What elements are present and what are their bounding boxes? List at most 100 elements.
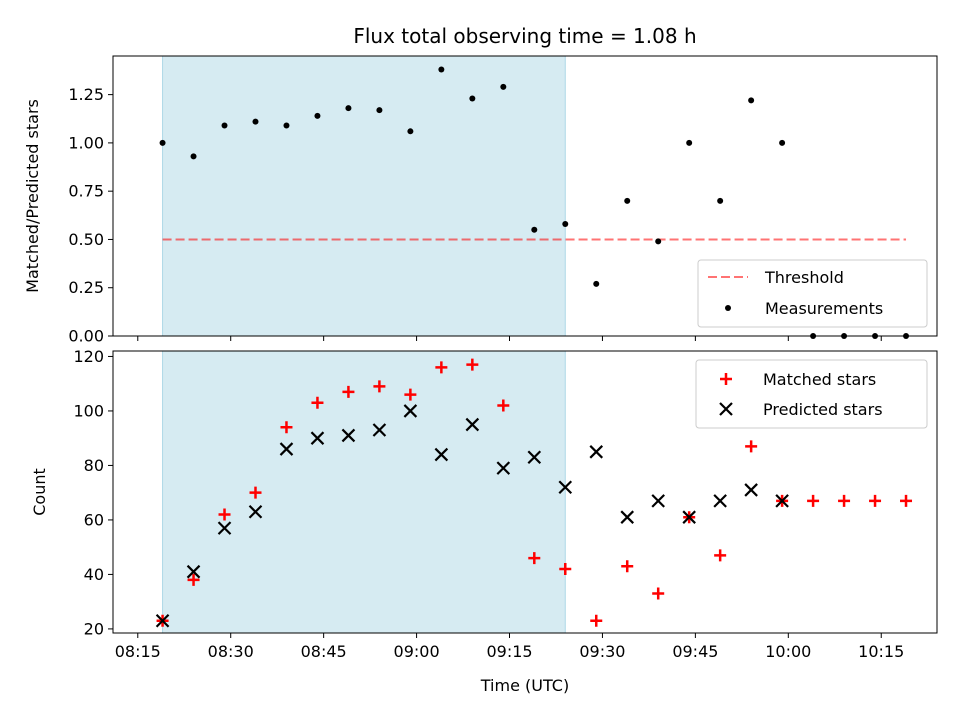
y-tick-label: 1.25: [68, 85, 104, 104]
measurement-point: [562, 221, 569, 227]
measurement-point: [190, 153, 197, 160]
measurement-point: [376, 107, 383, 114]
measurement-point: [779, 139, 786, 146]
matched-star-point: [435, 361, 448, 374]
predicted-star-point: [713, 494, 727, 508]
predicted-star-point: [527, 450, 542, 465]
y-tick-label: 20: [84, 619, 104, 638]
y-tick-label: 60: [84, 510, 104, 529]
legend-matched-swatch: [720, 373, 732, 385]
measurement-point: [159, 139, 166, 146]
bottom-y-axis-label: Count: [30, 468, 49, 516]
legend-measurements-label: Measurements: [765, 299, 883, 318]
measurement-point: [686, 139, 693, 146]
x-tick-label: 09:00: [394, 642, 440, 661]
measurement-point: [438, 66, 445, 73]
legend-threshold-label: Threshold: [764, 268, 844, 287]
legend-measurements-swatch: [725, 305, 731, 311]
predicted-star-point: [620, 510, 635, 524]
measurement-point: [407, 128, 414, 135]
predicted-star-point: [248, 504, 263, 519]
axes-frame: [112, 55, 938, 337]
x-tick-label: 09:15: [486, 642, 532, 661]
matched-star-point: [342, 385, 355, 398]
x-tick-label: 08:15: [115, 642, 161, 661]
legend-predicted-label: Predicted stars: [763, 400, 883, 419]
matched-star-point: [311, 396, 324, 409]
shaded-region: [162, 350, 566, 634]
y-tick-label: 0.25: [68, 278, 104, 297]
matched-star-point: [900, 494, 913, 507]
legend-predicted-swatch: [719, 402, 733, 416]
y-tick-label: 0.75: [68, 182, 104, 201]
y-tick-label: 100: [73, 401, 104, 420]
predicted-star-point: [589, 445, 604, 459]
matched-star-point: [249, 486, 262, 499]
measurement-point: [500, 83, 507, 90]
matched-star-point: [838, 494, 851, 507]
predicted-star-point: [186, 564, 201, 579]
predicted-star-point: [372, 423, 387, 437]
y-tick-label: 0.00: [68, 327, 104, 346]
matched-star-point: [497, 399, 510, 412]
matched-star-point: [869, 494, 882, 507]
measurement-point: [469, 95, 476, 102]
predicted-star-point: [310, 431, 325, 445]
chart-title: Flux total observing time = 1.08 h: [353, 24, 696, 48]
predicted-star-point: [341, 428, 356, 443]
measurement-point: [221, 122, 228, 129]
x-tick-label: 09:45: [672, 642, 718, 661]
x-tick-label: 08:45: [301, 642, 347, 661]
y-tick-label: 40: [84, 565, 104, 584]
measurement-point: [252, 118, 259, 125]
measurement-point: [717, 197, 724, 204]
x-tick-label: 10:15: [858, 642, 904, 661]
matched-star-point: [714, 549, 727, 562]
matched-star-point: [373, 380, 386, 393]
predicted-star-point: [775, 494, 789, 508]
predicted-star-point: [434, 447, 449, 462]
measurement-point: [314, 112, 321, 119]
predicted-star-point: [155, 613, 170, 628]
measurement-point: [345, 105, 352, 112]
matched-star-point: [590, 614, 603, 627]
x-tick-label: 09:30: [579, 642, 625, 661]
predicted-star-point: [465, 417, 480, 432]
measurement-point: [655, 238, 662, 245]
matched-star-point: [280, 421, 293, 434]
legend-box: [695, 359, 928, 429]
measurement-point: [593, 280, 600, 287]
y-tick-label: 0.50: [68, 230, 104, 249]
top-plot: 0.00 0.25 0.50 0.75 1.00 1.25 Threshold Measure…: [68, 55, 938, 346]
matched-star-point: [404, 388, 417, 401]
y-tick-label: 80: [84, 456, 104, 475]
legend-box: [697, 259, 928, 328]
matched-star-point: [621, 560, 634, 573]
predicted-star-point: [651, 494, 665, 508]
x-tick-label: 08:30: [208, 642, 254, 661]
shaded-region: [162, 55, 566, 337]
predicted-star-point: [279, 442, 294, 456]
matched-star-point: [528, 552, 541, 565]
predicted-star-point: [403, 404, 418, 418]
predicted-star-point: [744, 483, 758, 497]
measurement-point: [624, 197, 631, 204]
top-y-axis-label: Matched/Predicted stars: [23, 99, 42, 293]
predicted-star-point: [217, 521, 232, 535]
y-tick-label: 1.00: [68, 133, 104, 152]
bottom-plot: 20 40 60 80 100 120 08:15 08:30 08:45 09:00 09:15 0…: [73, 347, 938, 661]
measurement-point: [531, 226, 538, 233]
matched-star-point: [745, 440, 758, 453]
x-axis-label: Time (UTC): [480, 676, 569, 695]
predicted-star-point: [558, 480, 573, 495]
predicted-star-point: [682, 510, 696, 524]
predicted-star-point: [496, 461, 511, 475]
matched-star-point: [652, 587, 665, 600]
measurement-point: [283, 122, 290, 129]
x-tick-label: 10:00: [765, 642, 811, 661]
matched-star-point: [559, 562, 572, 575]
matched-star-point: [807, 494, 820, 507]
legend-matched-label: Matched stars: [763, 370, 876, 389]
matched-star-point: [218, 508, 231, 521]
